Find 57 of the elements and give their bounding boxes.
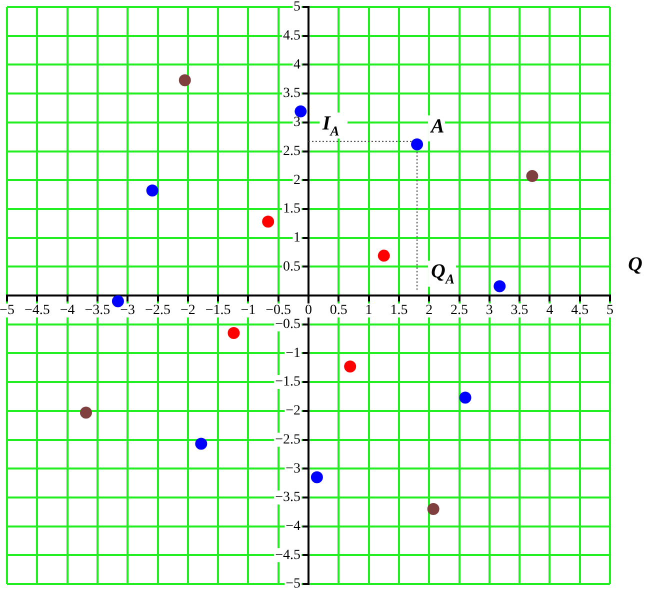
y-tick-label: 1.5 xyxy=(283,202,300,217)
x-tick-label: 0.5 xyxy=(330,303,348,318)
point xyxy=(294,105,307,118)
point xyxy=(310,471,323,484)
y-tick-label: −2 xyxy=(286,404,301,419)
point xyxy=(195,438,208,450)
x-tick-label: 0 xyxy=(305,303,312,318)
x-tick-label: −4.5 xyxy=(24,303,50,318)
y-tick-label: −1.5 xyxy=(275,374,301,390)
y-tick-label: 4.5 xyxy=(283,28,300,44)
y-tick-label: −0.5 xyxy=(275,317,301,332)
x-tick-label: 2 xyxy=(426,303,433,318)
x-tick-label: −4 xyxy=(60,303,75,318)
y-tick-label: 3.5 xyxy=(283,86,300,102)
x-tick-label: 4 xyxy=(546,303,554,318)
point xyxy=(459,392,472,404)
point xyxy=(344,360,356,372)
x-tick-label: −1 xyxy=(240,303,256,318)
y-tick-label: 2.5 xyxy=(283,144,300,159)
x-tick-label: 2.5 xyxy=(450,303,468,318)
point xyxy=(378,250,390,262)
x-tick-label: −3.5 xyxy=(84,303,110,318)
point xyxy=(178,74,191,86)
y-tick-label: −4.5 xyxy=(275,548,301,563)
x-tick-label: 4.5 xyxy=(571,303,589,318)
y-tick-label: 0.5 xyxy=(283,259,300,274)
y-tick-label: −2.5 xyxy=(275,432,301,448)
y-tick-label: −4 xyxy=(286,518,301,534)
x-tick-label: −5 xyxy=(0,303,14,318)
point xyxy=(494,280,506,292)
y-tick-label: −3.5 xyxy=(275,490,301,506)
y-tick-label: −3 xyxy=(286,461,301,476)
y-tick-label: 2 xyxy=(294,172,300,188)
point xyxy=(146,184,158,196)
x-tick-label: 5 xyxy=(606,303,614,318)
x-tick-label: 1.5 xyxy=(390,303,408,318)
annotation: A xyxy=(429,115,444,138)
x-tick-label: −1.5 xyxy=(205,303,231,318)
point xyxy=(526,170,538,182)
x-axis-title: Q xyxy=(628,254,642,276)
y-tick-label: 1 xyxy=(294,230,300,246)
x-tick-label: 3 xyxy=(486,303,493,318)
y-tick-label: 5 xyxy=(294,0,300,15)
y-tick-label: −5 xyxy=(286,576,301,592)
x-tick-label: −3 xyxy=(120,303,136,318)
x-tick-label: −2.5 xyxy=(145,303,170,318)
y-tick-label: −1 xyxy=(286,346,301,361)
point xyxy=(80,406,92,419)
x-tick-label: −2 xyxy=(180,303,196,318)
x-tick-label: 1 xyxy=(365,303,372,318)
point xyxy=(262,216,274,228)
point xyxy=(427,502,440,515)
point xyxy=(411,138,424,150)
y-tick-label: 3 xyxy=(294,115,300,130)
y-tick-label: 4 xyxy=(294,57,300,72)
x-tick-label: 3.5 xyxy=(510,303,528,318)
point xyxy=(228,327,240,340)
